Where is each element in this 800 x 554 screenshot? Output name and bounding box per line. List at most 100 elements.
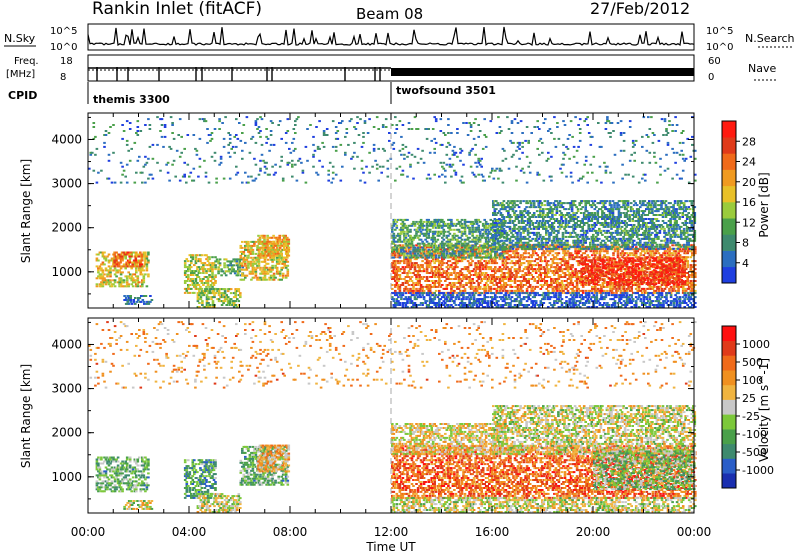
power-cell xyxy=(227,260,231,263)
power-cell xyxy=(103,277,106,280)
power-cell xyxy=(193,285,196,288)
power-cell xyxy=(494,256,497,259)
power-cell xyxy=(459,270,462,273)
power-cell xyxy=(687,276,691,278)
power-cell xyxy=(511,239,515,242)
power-cell xyxy=(250,256,253,259)
power-cell xyxy=(439,232,443,235)
power-cell xyxy=(413,248,417,251)
power-cell xyxy=(598,266,602,269)
power-cell xyxy=(447,256,450,259)
power-cell xyxy=(95,265,99,268)
power-cell xyxy=(121,279,124,282)
power-cell xyxy=(648,266,652,269)
power-cell xyxy=(430,291,433,294)
power-cell xyxy=(415,232,418,235)
power-cell xyxy=(454,252,458,255)
power-cell xyxy=(513,285,517,288)
power-cell xyxy=(397,284,400,286)
power-cell xyxy=(515,289,518,292)
power-cell xyxy=(183,280,187,282)
power-cell xyxy=(491,258,494,261)
power-cell xyxy=(206,268,210,271)
power-cell xyxy=(662,289,665,292)
power-cell xyxy=(137,297,140,299)
power-cell xyxy=(491,274,494,276)
power-cell xyxy=(251,268,255,271)
power-cell xyxy=(474,270,477,273)
power-cell xyxy=(619,284,623,286)
power-cell xyxy=(648,285,652,288)
power-cell xyxy=(475,234,479,237)
power-cell xyxy=(403,260,406,263)
power-cell xyxy=(686,282,689,284)
power-cell xyxy=(511,202,515,205)
power-cell xyxy=(607,258,611,261)
power-cell xyxy=(247,248,250,251)
power-cell xyxy=(139,285,143,288)
power-cell xyxy=(456,272,459,274)
power-cell xyxy=(445,278,449,280)
power-cell xyxy=(254,272,258,275)
power-cell xyxy=(431,246,435,249)
power-cell xyxy=(226,302,230,304)
power-cell xyxy=(394,252,397,255)
power-cell xyxy=(601,272,605,274)
power-cell xyxy=(524,280,527,282)
power-cell xyxy=(409,252,412,255)
power-cell xyxy=(519,214,522,216)
power-cell xyxy=(144,261,147,264)
power-cell xyxy=(413,266,417,269)
power-cell xyxy=(583,282,586,284)
power-cell xyxy=(537,237,540,240)
power-cell xyxy=(686,250,689,253)
power-cell xyxy=(681,291,685,294)
power-cell xyxy=(441,260,444,263)
power-cell xyxy=(684,282,688,284)
power-cell xyxy=(580,270,583,273)
power-cell xyxy=(651,272,655,274)
power-cell xyxy=(615,270,618,273)
power-cell xyxy=(489,238,493,241)
power-cell xyxy=(691,260,694,263)
power-cell xyxy=(395,276,399,278)
power-cell xyxy=(516,289,520,292)
power-cell xyxy=(401,224,405,227)
power-cell xyxy=(574,252,577,255)
power-cell xyxy=(600,289,603,292)
power-cell xyxy=(689,250,693,253)
power-cell xyxy=(418,242,421,245)
power-cell xyxy=(507,206,510,209)
power-cell xyxy=(525,200,528,203)
power-cell xyxy=(684,268,688,271)
power-cell xyxy=(554,287,558,290)
power-cell xyxy=(500,254,503,257)
power-cell xyxy=(436,285,440,288)
power-cell xyxy=(95,253,99,256)
power-cell xyxy=(422,276,426,278)
power-cell xyxy=(616,250,620,253)
power-cell xyxy=(454,274,458,276)
power-cell xyxy=(657,252,661,255)
power-cell xyxy=(395,278,399,280)
power-cell xyxy=(211,268,214,271)
power-cell xyxy=(131,279,135,282)
power-cell xyxy=(259,276,262,279)
power-cell xyxy=(205,300,209,303)
power-cell xyxy=(556,268,559,271)
power-cell xyxy=(413,250,417,253)
power-cell xyxy=(691,274,694,276)
power-cell xyxy=(478,282,482,284)
power-cell xyxy=(466,260,470,263)
power-cell xyxy=(547,270,550,273)
power-cell xyxy=(519,202,522,205)
power-cell xyxy=(145,255,149,258)
power-cell xyxy=(501,278,505,280)
power-cell xyxy=(260,242,263,245)
power-cell xyxy=(272,240,275,243)
power-cell xyxy=(268,266,271,269)
power-cell xyxy=(584,284,588,286)
power-cell xyxy=(483,276,486,278)
power-cell xyxy=(425,285,429,288)
power-cell xyxy=(394,276,397,278)
